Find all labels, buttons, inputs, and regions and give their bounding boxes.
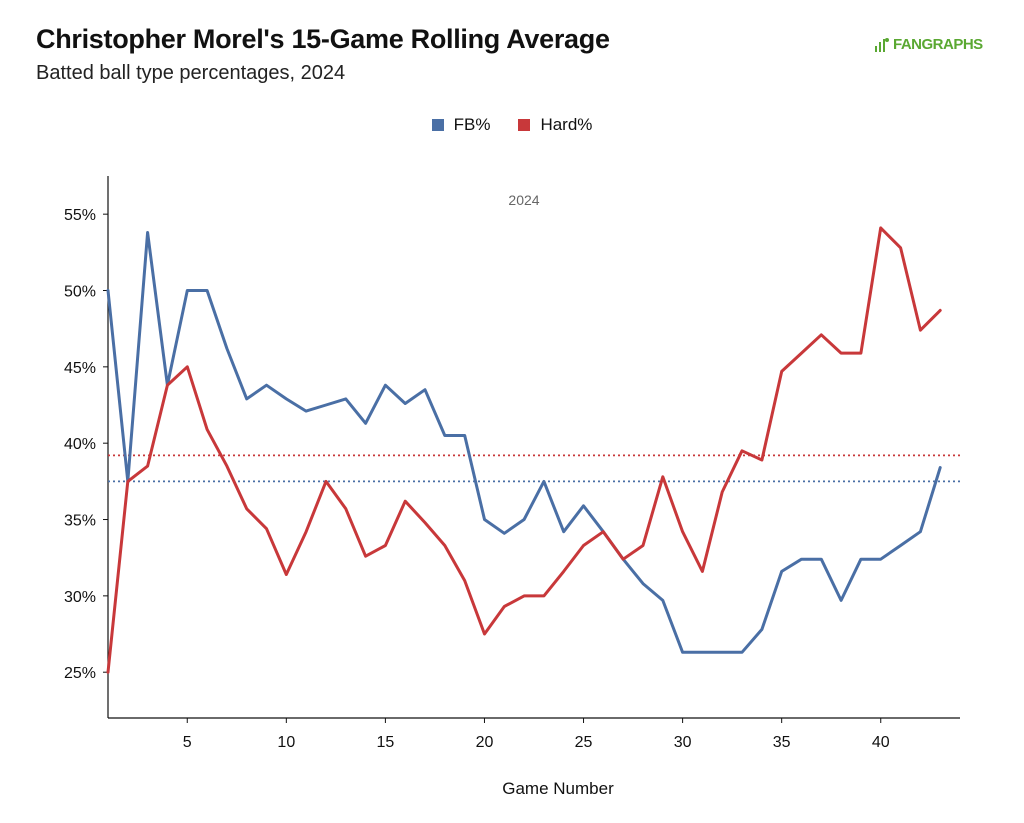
legend-swatch-hard bbox=[518, 119, 531, 131]
x-axis-title: Game Number bbox=[502, 779, 614, 798]
y-tick-label: 45% bbox=[64, 360, 96, 377]
x-tick-label: 35 bbox=[773, 734, 791, 751]
legend: FB% Hard% bbox=[0, 115, 1024, 135]
y-tick-label: 40% bbox=[64, 436, 96, 453]
x-tick-label: 5 bbox=[183, 734, 192, 751]
series-line-hard bbox=[106, 226, 942, 674]
y-tick-label: 30% bbox=[64, 589, 96, 606]
legend-item-hard: Hard% bbox=[518, 115, 592, 135]
x-tick-label: 40 bbox=[872, 734, 890, 751]
legend-swatch-fb bbox=[431, 119, 444, 131]
logo-text: FANGRAPHS bbox=[893, 36, 983, 53]
chart-title: Christopher Morel's 15-Game Rolling Aver… bbox=[36, 24, 610, 54]
year-annotation: 2024 bbox=[508, 192, 539, 208]
y-tick-label: 35% bbox=[64, 513, 96, 530]
x-tick-label: 20 bbox=[476, 734, 494, 751]
y-tick-label: 50% bbox=[64, 284, 96, 301]
x-tick-label: 25 bbox=[575, 734, 593, 751]
x-tick-label: 15 bbox=[376, 734, 394, 751]
chart-subtitle: Batted ball type percentages, 2024 bbox=[36, 62, 346, 84]
x-tick-label: 10 bbox=[277, 734, 295, 751]
fangraphs-logo: FANGRAPHS bbox=[874, 36, 983, 53]
x-tick-label: 30 bbox=[674, 734, 692, 751]
legend-label-hard: Hard% bbox=[540, 115, 593, 134]
fangraphs-logo-icon bbox=[875, 37, 889, 52]
y-tick-label: 25% bbox=[64, 665, 96, 682]
series-line-fb bbox=[106, 231, 942, 654]
legend-label-fb: FB% bbox=[453, 115, 491, 134]
legend-item-fb: FB% bbox=[431, 115, 491, 135]
y-tick-label: 55% bbox=[64, 207, 96, 224]
